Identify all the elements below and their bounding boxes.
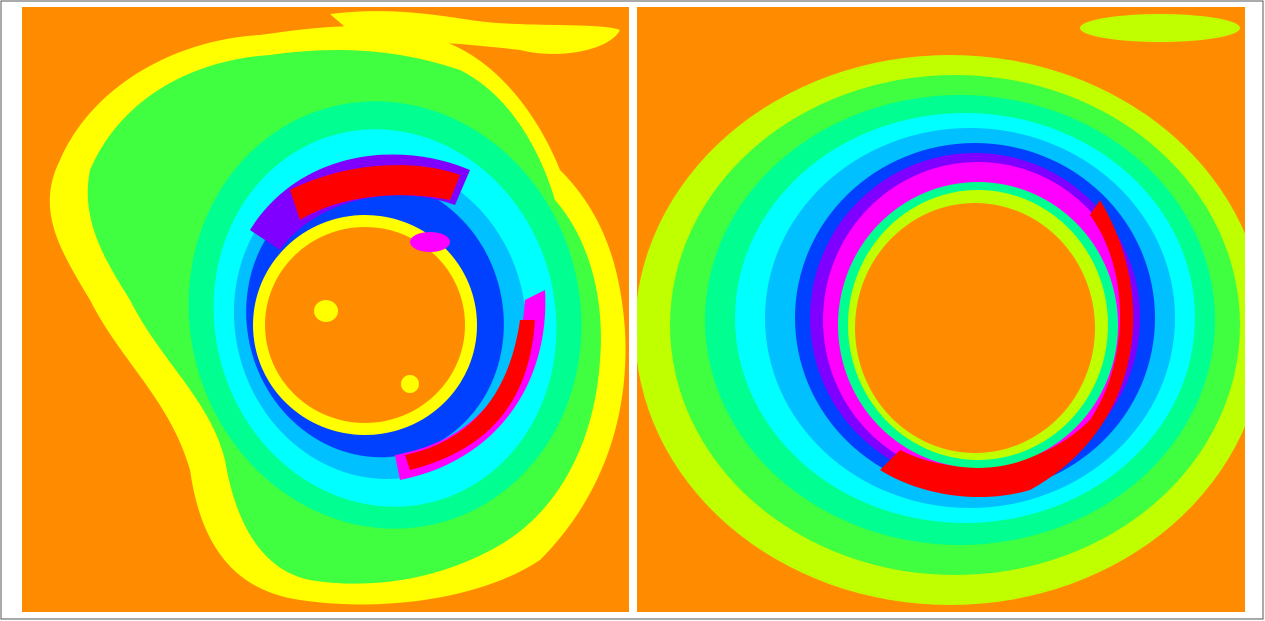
- contour-yellowgreen: [1080, 14, 1240, 42]
- spot: [410, 232, 450, 252]
- page: [0, 0, 1265, 621]
- core: [265, 227, 465, 423]
- spot: [314, 300, 338, 322]
- right-panel: [635, 7, 1265, 612]
- left-panel: [22, 7, 629, 612]
- spot: [401, 375, 419, 393]
- core: [855, 203, 1095, 453]
- figure: [0, 0, 1265, 621]
